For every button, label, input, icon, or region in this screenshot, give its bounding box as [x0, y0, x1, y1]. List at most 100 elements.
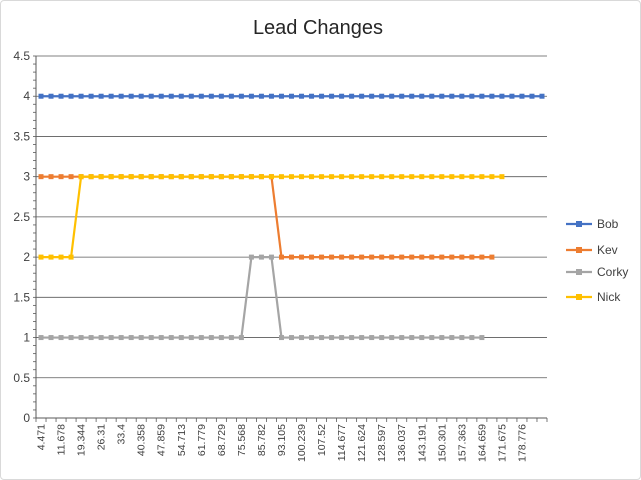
data-point: [419, 93, 425, 99]
x-tick-label: 19.344: [76, 424, 88, 456]
data-point: [459, 93, 465, 99]
data-point: [309, 93, 315, 99]
data-point: [529, 93, 535, 99]
data-point: [429, 335, 435, 341]
data-point: [138, 174, 144, 180]
data-point: [178, 174, 184, 180]
data-point: [248, 174, 254, 180]
data-point: [78, 93, 84, 99]
data-point: [68, 335, 74, 341]
x-tick-label: 75.568: [236, 424, 248, 456]
data-point: [48, 335, 54, 341]
data-point: [419, 174, 425, 180]
legend-item-kev: Kev: [566, 243, 618, 257]
data-point: [409, 335, 415, 341]
x-tick-label: 100.239: [296, 424, 308, 462]
data-point: [349, 93, 355, 99]
data-point: [449, 174, 455, 180]
data-point: [319, 174, 325, 180]
data-point: [539, 93, 545, 99]
data-point: [319, 335, 325, 341]
data-point: [38, 174, 44, 180]
data-point: [108, 174, 114, 180]
legend-label: Corky: [597, 265, 628, 279]
data-point: [58, 254, 64, 260]
data-point: [479, 254, 485, 260]
data-point: [349, 174, 355, 180]
data-point: [389, 335, 395, 341]
legend-swatch-marker: [576, 294, 582, 300]
data-point: [369, 254, 375, 260]
y-tick-label: 0: [23, 411, 30, 425]
data-point: [238, 93, 244, 99]
data-point: [228, 93, 234, 99]
data-point: [309, 335, 315, 341]
data-point: [228, 335, 234, 341]
data-point: [48, 174, 54, 180]
data-point: [248, 254, 254, 260]
data-point: [459, 254, 465, 260]
data-point: [58, 93, 64, 99]
data-point: [278, 335, 284, 341]
data-point: [469, 335, 475, 341]
data-point: [198, 174, 204, 180]
data-point: [78, 174, 84, 180]
data-point: [299, 93, 305, 99]
data-point: [439, 174, 445, 180]
data-point: [469, 254, 475, 260]
data-point: [519, 93, 525, 99]
x-tick-label: 85.782: [256, 424, 268, 456]
x-tick-label: 11.678: [56, 424, 68, 455]
data-point: [379, 335, 385, 341]
legend-label: Bob: [597, 217, 619, 231]
y-tick-label: 2.5: [13, 210, 30, 224]
data-point: [188, 174, 194, 180]
x-tick-label: 164.659: [476, 424, 488, 462]
data-point: [148, 335, 154, 341]
data-point: [439, 335, 445, 341]
data-point: [369, 335, 375, 341]
legend-swatch-marker: [576, 269, 582, 275]
data-point: [359, 254, 365, 260]
x-tick-label: 4.471: [36, 424, 48, 450]
data-point: [38, 93, 44, 99]
data-point: [248, 93, 254, 99]
data-point: [158, 335, 164, 341]
data-point: [499, 93, 505, 99]
data-point: [309, 174, 315, 180]
data-point: [128, 174, 134, 180]
y-tick-label: 1.5: [13, 290, 30, 304]
data-point: [258, 174, 264, 180]
data-point: [399, 335, 405, 341]
data-point: [58, 174, 64, 180]
data-point: [138, 335, 144, 341]
data-point: [48, 254, 54, 260]
data-point: [289, 93, 294, 99]
data-point: [439, 93, 445, 99]
data-point: [399, 93, 405, 99]
data-point: [98, 174, 104, 180]
data-point: [118, 93, 124, 99]
y-tick-label: 3.5: [13, 129, 30, 143]
data-point: [168, 174, 174, 180]
data-point: [198, 335, 204, 341]
axes: 0 0.5 1 1.5 2 2.5 3 3.5 4 4.5 4.471 11.678 19.344 26.…: [13, 49, 548, 462]
series-bob: [38, 93, 545, 99]
x-tick-label: 150.301: [436, 424, 448, 462]
data-point: [349, 254, 355, 260]
data-point: [449, 93, 455, 99]
data-point: [449, 254, 455, 260]
series-nick: [38, 174, 505, 260]
x-tick-label: 26.31: [96, 424, 108, 450]
data-point: [379, 93, 385, 99]
data-point: [339, 254, 345, 260]
data-point: [469, 93, 475, 99]
data-point: [88, 93, 94, 99]
data-point: [399, 254, 405, 260]
data-point: [68, 93, 74, 99]
data-point: [309, 254, 315, 260]
chart-title: Lead Changes: [253, 17, 383, 39]
series-layer: [38, 93, 545, 341]
x-tick-label: 107.52: [316, 424, 328, 456]
